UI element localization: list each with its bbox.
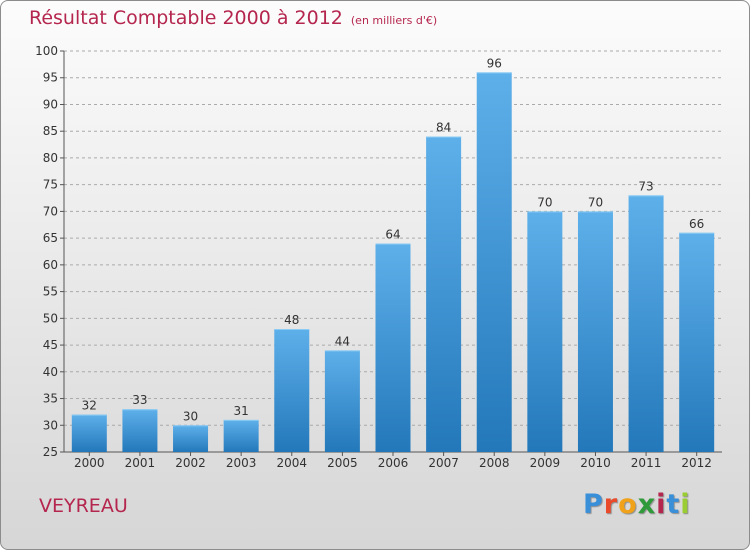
data-label: 70 xyxy=(588,195,603,209)
data-label: 31 xyxy=(234,404,249,418)
data-label: 30 xyxy=(183,409,198,423)
y-tick-label: 90 xyxy=(43,97,58,111)
bar xyxy=(527,211,563,452)
data-label: 33 xyxy=(132,393,147,407)
y-tick-label: 60 xyxy=(43,258,58,272)
data-label: 64 xyxy=(385,227,400,241)
x-tick-label: 2001 xyxy=(125,456,156,470)
bar xyxy=(577,211,613,452)
y-tick-label: 85 xyxy=(43,124,58,138)
x-tick-label: 2012 xyxy=(681,456,712,470)
bar xyxy=(122,409,158,452)
logo-letter: i xyxy=(680,489,691,520)
logo-letter: i xyxy=(656,489,667,520)
y-tick-label: 50 xyxy=(43,311,58,325)
y-tick-label: 55 xyxy=(43,285,58,299)
bar xyxy=(375,243,411,452)
data-label: 73 xyxy=(638,179,653,193)
data-label: 66 xyxy=(689,217,704,231)
bar xyxy=(71,414,107,452)
bars xyxy=(71,72,715,453)
y-tick-label: 25 xyxy=(43,445,58,459)
y-tick-label: 95 xyxy=(43,71,58,85)
y-tick-label: 35 xyxy=(43,392,58,406)
chart-title: Résultat Comptable 2000 à 2012 (en millie… xyxy=(29,7,437,29)
commune-name: VEYREAU xyxy=(39,495,128,517)
logo-letter: r xyxy=(603,489,619,520)
x-tick-label: 2007 xyxy=(428,456,459,470)
x-tick-label: 2010 xyxy=(580,456,611,470)
logo-letter: t xyxy=(666,489,681,520)
data-label: 48 xyxy=(284,313,299,327)
y-tick-label: 30 xyxy=(43,418,58,432)
y-tick-label: 65 xyxy=(43,231,58,245)
bar xyxy=(426,136,462,452)
x-tick-label: 2000 xyxy=(74,456,105,470)
y-tick-label: 70 xyxy=(43,204,58,218)
data-label: 44 xyxy=(335,334,350,348)
proxiti-logo: Proxiti xyxy=(583,489,691,520)
bar xyxy=(274,329,310,452)
x-tick-label: 2003 xyxy=(226,456,257,470)
x-tick-label: 2006 xyxy=(378,456,409,470)
y-tick-label: 75 xyxy=(43,178,58,192)
x-tick-label: 2008 xyxy=(479,456,510,470)
logo-letter: x xyxy=(637,489,657,520)
bar xyxy=(476,72,512,453)
data-label: 70 xyxy=(537,195,552,209)
data-label: 96 xyxy=(487,56,502,70)
x-tick-label: 2004 xyxy=(276,456,307,470)
axes: 25 30 35 40 45 50 55 60 65 70 75 80 85 90 95 100 xyxy=(35,44,722,459)
bar xyxy=(223,419,259,452)
y-tick-label: 40 xyxy=(43,365,58,379)
y-tick-label: 45 xyxy=(43,338,58,352)
labels: 32 2000 33 2001 30 2002 31 2003 48 2004 44 2005 64 20… xyxy=(74,56,712,470)
y-tick-label: 100 xyxy=(35,44,58,58)
x-tick-label: 2002 xyxy=(175,456,206,470)
bar xyxy=(324,350,360,452)
chart-subtitle: (en milliers d'€) xyxy=(350,14,438,27)
data-label: 84 xyxy=(436,121,451,135)
chart-title-text: Résultat Comptable 2000 à 2012 xyxy=(29,7,343,29)
x-tick-label: 2011 xyxy=(631,456,662,470)
bar xyxy=(628,195,664,453)
logo-letter: o xyxy=(618,489,638,520)
bar xyxy=(679,232,715,452)
y-tick-label: 80 xyxy=(43,151,58,165)
data-label: 32 xyxy=(82,399,97,413)
logo-letter: P xyxy=(583,489,604,520)
x-tick-label: 2009 xyxy=(530,456,561,470)
bar xyxy=(173,425,209,452)
x-tick-label: 2005 xyxy=(327,456,358,470)
